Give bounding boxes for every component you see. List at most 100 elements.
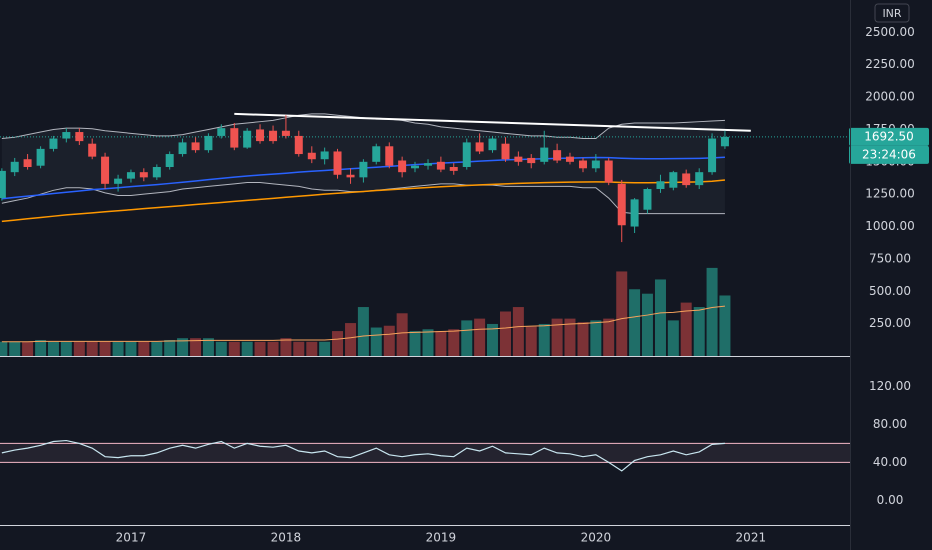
- rsi-line: [1, 439, 725, 472]
- candle-body: [617, 183, 626, 226]
- candle-body: [540, 147, 549, 162]
- candle-body: [88, 143, 97, 157]
- y-tick-label: 40.00: [873, 455, 907, 469]
- candle-body: [269, 130, 278, 142]
- volume-bar: [241, 341, 253, 356]
- volume-bar: [177, 338, 189, 356]
- volume-bar: [293, 341, 305, 356]
- candle-body: [281, 130, 290, 136]
- currency-box: [874, 3, 910, 23]
- volume-bar: [345, 323, 357, 356]
- volume-bar: [267, 341, 279, 356]
- candle-body: [682, 173, 691, 186]
- y-tick-label: 2250.00: [865, 57, 915, 71]
- candle-body: [75, 132, 84, 142]
- currency-label: INR: [882, 7, 901, 20]
- candle-body: [101, 156, 110, 184]
- x-tick-label: 2019: [426, 531, 457, 545]
- volume-bar: [719, 295, 731, 356]
- x-tick-label: 2018: [271, 531, 302, 545]
- y-tick-label: 1000.00: [865, 219, 915, 233]
- countdown-box: [849, 145, 929, 164]
- candle-body: [656, 181, 665, 190]
- candle-body: [708, 138, 717, 173]
- candle-body: [449, 166, 458, 171]
- candle-body: [720, 136, 729, 147]
- volume-bar: [667, 320, 679, 356]
- countdown-label: 23:24:06: [862, 147, 916, 161]
- trendline: [234, 112, 751, 132]
- volume-bar: [202, 338, 214, 356]
- volume-bar: [86, 341, 98, 356]
- candle-body: [385, 146, 394, 166]
- volume-bar: [383, 325, 395, 356]
- volume-bar: [512, 307, 524, 356]
- y-tick-label: 0.00: [877, 493, 904, 507]
- candle-body: [165, 154, 174, 167]
- candle-body: [243, 130, 252, 148]
- volume-bar: [486, 323, 498, 356]
- last-price-label: 1692.50: [864, 129, 914, 143]
- volume-bar: [73, 341, 85, 356]
- volume-bar: [577, 322, 589, 356]
- volume-bar: [319, 341, 331, 356]
- candle-body: [333, 151, 342, 175]
- candle-body: [553, 150, 562, 161]
- y-tick-label: 80.00: [873, 417, 907, 431]
- volume-bar: [306, 341, 318, 356]
- volume-bar: [190, 338, 202, 356]
- candle-body: [10, 161, 19, 173]
- candle-body: [23, 159, 32, 167]
- candle-body: [62, 132, 71, 139]
- candle-body: [411, 165, 420, 169]
- volume-bar: [603, 318, 615, 356]
- candle-body: [217, 128, 226, 136]
- rsi-band-fill: [0, 443, 850, 463]
- volume-bar: [22, 341, 34, 356]
- volume-bar: [396, 313, 408, 356]
- candle-body: [126, 172, 135, 179]
- candle-body: [514, 156, 523, 162]
- volume-bar: [422, 329, 434, 356]
- x-tick-label: 2017: [116, 531, 147, 545]
- volume-bar: [99, 341, 111, 356]
- candle-body: [424, 163, 433, 166]
- volume-bar: [538, 323, 550, 356]
- volume-bar: [370, 327, 382, 356]
- candle-body: [294, 135, 303, 155]
- volume-bar: [461, 320, 473, 356]
- volume-bar: [693, 307, 705, 356]
- candle-body: [578, 160, 587, 169]
- candle-body: [346, 174, 355, 178]
- candle-body: [256, 129, 265, 142]
- x-tick-label: 2021: [736, 531, 767, 545]
- candle-body: [230, 128, 239, 148]
- volume-bar: [629, 289, 641, 356]
- candle-body: [191, 142, 200, 151]
- y-tick-label: 2500.00: [865, 25, 915, 39]
- candle-body: [320, 151, 329, 160]
- volume-bar: [641, 293, 653, 356]
- volume-bar: [254, 341, 266, 356]
- volume-bar: [280, 338, 292, 356]
- volume-bar: [228, 341, 240, 356]
- volume-bar: [435, 331, 447, 356]
- volume-bar: [0, 341, 8, 356]
- labels-layer: 250.00500.00750.001000.001250.001500.001…: [116, 25, 929, 545]
- candle-body: [488, 138, 497, 151]
- candle-body: [630, 199, 639, 227]
- volume-bar: [60, 341, 72, 356]
- volume-bar: [357, 307, 369, 356]
- volume-bar: [138, 341, 150, 356]
- volume-bar: [164, 339, 176, 356]
- candle-body: [49, 138, 58, 149]
- volume-bar: [564, 318, 576, 356]
- y-tick-label: 2000.00: [865, 90, 915, 104]
- candle-body: [204, 135, 213, 151]
- volume-bar: [47, 341, 59, 356]
- candle-body: [307, 152, 316, 160]
- volume-bar: [35, 339, 47, 356]
